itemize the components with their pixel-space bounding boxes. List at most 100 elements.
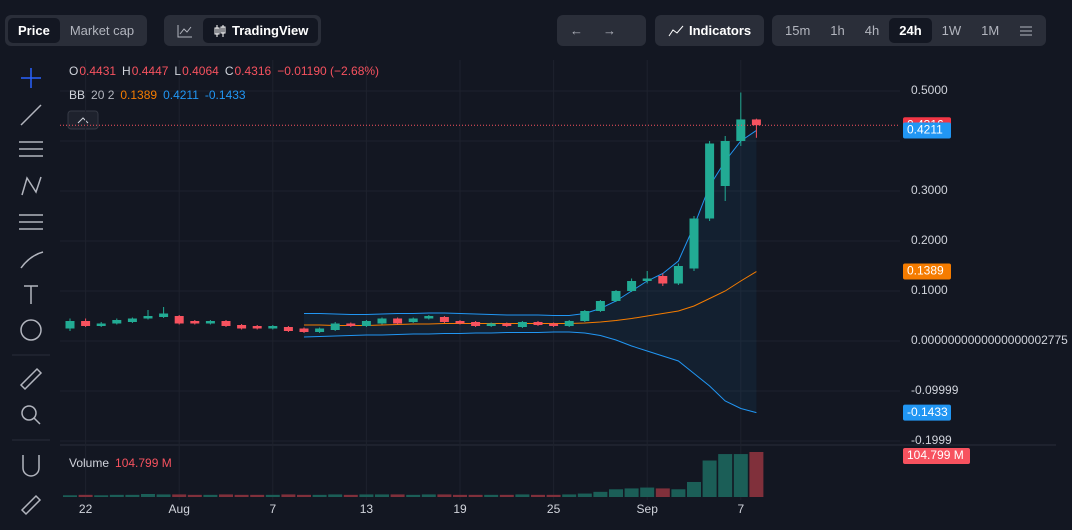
candle-body: [268, 326, 278, 329]
icon: [668, 25, 684, 36]
change: −0.01190 (−2.68%): [277, 64, 379, 78]
volume-bar: [437, 494, 452, 497]
volume-bar: [468, 494, 483, 497]
candle-body: [283, 327, 293, 331]
price-label: 104.799 M: [907, 448, 964, 462]
volume-bar: [718, 454, 733, 497]
drawing-tools: [19, 68, 44, 516]
volume-bar: [453, 494, 467, 497]
volume-bar: [359, 494, 374, 497]
bb-basis: [304, 271, 757, 326]
grid: [60, 60, 900, 500]
volume-bar: [312, 494, 327, 497]
price-label-box: [903, 404, 951, 421]
candle-body: [190, 321, 200, 324]
candle-body: [81, 321, 91, 326]
back-button[interactable]: ←: [570, 23, 583, 38]
volume-bar: [281, 494, 296, 497]
candle-body: [658, 276, 668, 284]
candle-body: [205, 321, 215, 324]
volume-bar: [265, 494, 280, 497]
volume-bar: [499, 494, 514, 497]
forward-button[interactable]: →: [603, 23, 616, 38]
y-tick-label: 0.0000000000000000002775: [911, 333, 1068, 347]
label: TradingView: [232, 23, 309, 38]
volume-bar: [63, 495, 77, 497]
candle-body: [252, 326, 262, 329]
candle-body: [642, 278, 652, 281]
icon: [214, 24, 226, 37]
interval-button[interactable]: 24h: [889, 18, 932, 43]
bb-legend: BB: [69, 88, 85, 102]
interval-button[interactable]: 15m: [785, 23, 811, 38]
ohlc-key: C: [225, 64, 234, 78]
intervals: 15m 1h 4h 24h 1W 1M: [772, 15, 1047, 46]
volume-bar: [531, 494, 545, 497]
icon: [77, 117, 89, 124]
volume-bar: [328, 494, 343, 497]
interval-button[interactable]: 1h: [830, 23, 845, 38]
candle-body: [611, 291, 621, 301]
tab[interactable]: Price: [8, 18, 60, 43]
bb-legend: 20 2: [91, 88, 115, 102]
y-tick-label: -0.09999: [911, 383, 959, 397]
candle-body: [330, 323, 340, 330]
volume-bar: [203, 494, 218, 497]
x-tick-label: 25: [547, 502, 561, 516]
y-tick-label: 0.2000: [911, 233, 948, 247]
x-tick-label: 7: [737, 502, 744, 516]
volume-bar: [515, 494, 530, 497]
price-label-box: [903, 122, 951, 139]
volume-bar: [109, 494, 124, 497]
volume-bar: [141, 493, 155, 497]
candle-body: [689, 218, 699, 269]
volume-bar: [577, 493, 592, 497]
price-label: 0.1389: [907, 264, 944, 278]
volume-bar: [78, 494, 93, 497]
ohlc-value: 0.4431: [79, 64, 116, 78]
candle-body: [533, 322, 543, 325]
y-tick-label: 0.5000: [911, 83, 948, 97]
volume-bar: [187, 494, 202, 497]
x-tick-label: 13: [360, 502, 374, 516]
y-tick-label: -0.1999: [911, 433, 952, 447]
interval-button[interactable]: 1M: [981, 23, 1000, 38]
band-fill: [304, 130, 757, 413]
tab[interactable]: TradingView: [203, 18, 319, 43]
bb-legend: 0.4211: [163, 88, 199, 102]
candle-body: [361, 321, 371, 326]
x-tick-label: Aug: [169, 502, 190, 516]
ohlc-value: 0.4447: [132, 64, 169, 78]
candle-body: [96, 323, 106, 326]
volume-bar: [640, 487, 655, 497]
candle-body: [221, 321, 231, 326]
ohlc-value: 0.4064: [182, 64, 219, 78]
volume-bar: [219, 494, 233, 497]
volume-bar: [390, 494, 405, 497]
volume-bar: [655, 488, 670, 497]
candle-body: [143, 316, 153, 319]
settings-button[interactable]: [1009, 18, 1043, 43]
x-tick-label: 19: [453, 502, 467, 516]
x-tick-label: 7: [269, 502, 276, 516]
interval-button[interactable]: 4h: [864, 23, 880, 38]
candle-body: [751, 119, 761, 126]
collapse-button[interactable]: [67, 110, 99, 130]
candle-body: [299, 328, 309, 332]
volume-bar: [624, 488, 639, 497]
line-chart-button[interactable]: [167, 18, 203, 43]
indicators-button[interactable]: Indicators: [658, 18, 761, 43]
candle-body: [408, 318, 418, 322]
volume-bar: [94, 495, 109, 497]
tab[interactable]: Market cap: [69, 23, 135, 38]
candle-body: [377, 318, 387, 324]
volume-bar: [702, 460, 717, 497]
volume-bar: [609, 489, 623, 497]
volume-value: 104.799 M: [115, 456, 172, 470]
interval-button[interactable]: 1W: [941, 23, 962, 38]
icon: [177, 24, 192, 37]
volume-bar: [234, 494, 249, 497]
price-label-box: [903, 263, 951, 280]
volume-bar: [484, 494, 499, 497]
